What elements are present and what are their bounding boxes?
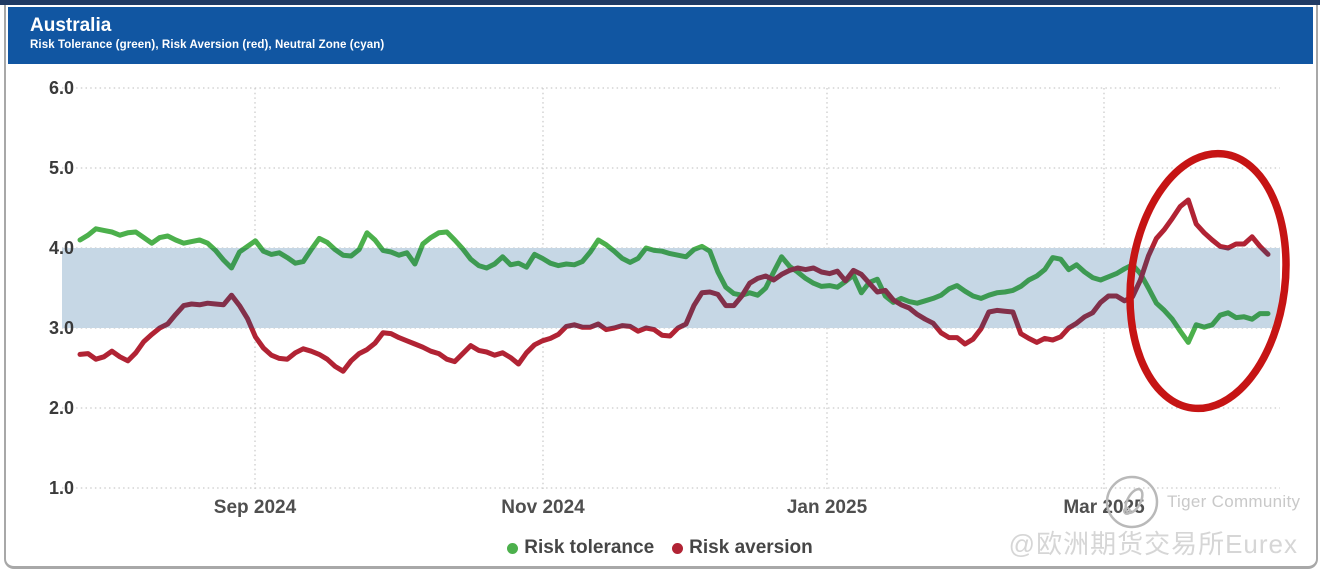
green-dot-icon bbox=[507, 542, 519, 554]
chart-header: Australia Risk Tolerance (green), Risk A… bbox=[8, 7, 1313, 64]
x-tick-label: Nov 2024 bbox=[501, 497, 585, 518]
legend-label: Risk tolerance bbox=[524, 537, 655, 558]
watermark-brand: Tiger Community bbox=[1167, 492, 1301, 511]
x-tick-label: Sep 2024 bbox=[213, 497, 297, 518]
chart-subtitle: Risk Tolerance (green), Risk Aversion (r… bbox=[30, 39, 385, 51]
x-tick-label: Jan 2025 bbox=[786, 497, 868, 518]
y-tick-label: 2.0 bbox=[48, 398, 74, 418]
y-tick-label: 6.0 bbox=[48, 78, 74, 98]
y-tick-label: 3.0 bbox=[48, 318, 74, 338]
page-title: Australia bbox=[30, 15, 112, 36]
chart-legend: Risk tolerance Risk aversion bbox=[0, 537, 1320, 559]
top-accent-strip bbox=[0, 0, 1320, 5]
legend-label: Risk aversion bbox=[689, 537, 813, 558]
y-tick-label: 4.0 bbox=[48, 238, 74, 258]
y-tick-label: 1.0 bbox=[48, 478, 74, 498]
legend-item-risk-aversion[interactable]: Risk aversion bbox=[672, 537, 813, 559]
watermark-handle: @欧洲期货交易所Eurex bbox=[1008, 529, 1298, 559]
legend-item-risk-tolerance[interactable]: Risk tolerance bbox=[507, 537, 654, 559]
red-dot-icon bbox=[672, 542, 684, 554]
y-tick-label: 5.0 bbox=[48, 158, 74, 178]
tiger-community-logo-icon bbox=[1105, 475, 1159, 529]
